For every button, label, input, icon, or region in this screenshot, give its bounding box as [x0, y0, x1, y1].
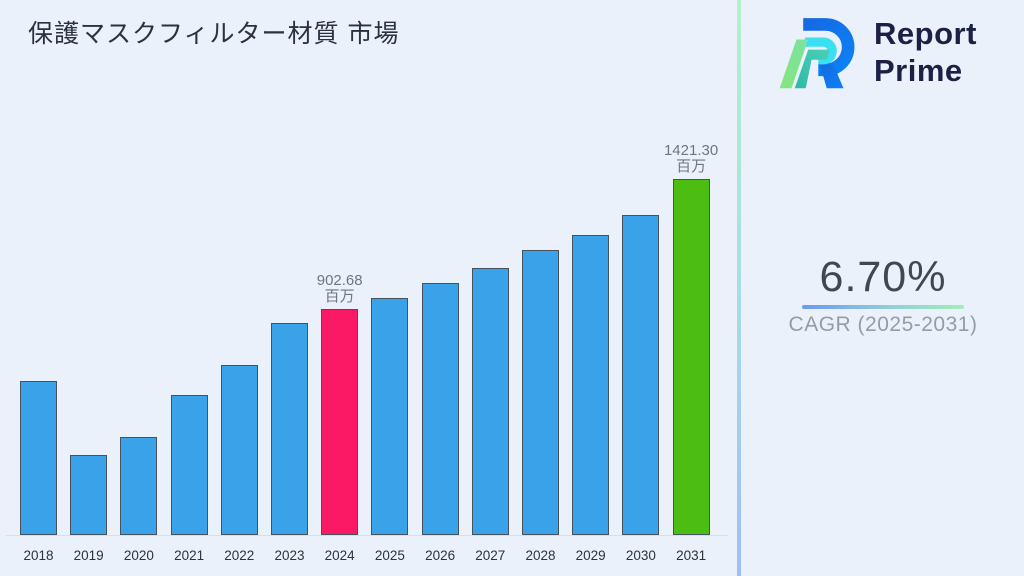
bar-2018: [20, 381, 57, 535]
x-tick-label-2027: 2027: [475, 548, 506, 563]
cagr-underline: [802, 305, 964, 309]
x-tick-label-2030: 2030: [625, 548, 656, 563]
x-tick-label-2022: 2022: [224, 548, 255, 563]
x-tick-label-2031: 2031: [676, 548, 707, 563]
bar-2021: [170, 395, 208, 535]
cagr-block: 6.70% CAGR (2025-2031): [763, 252, 1003, 337]
bar-2020: [120, 437, 158, 535]
x-tick-label-2025: 2025: [374, 548, 405, 563]
x-tick-label-2026: 2026: [425, 548, 456, 563]
bar-2031: [672, 179, 710, 535]
bar-2025: [371, 298, 409, 535]
x-axis-line: [6, 535, 728, 536]
x-tick-label-2020: 2020: [123, 548, 154, 563]
logo-text-line2: Prime: [874, 53, 963, 88]
x-tick-label-2028: 2028: [525, 548, 556, 563]
bar-value-label-2031: 1421.30 百万: [641, 143, 741, 175]
bar-2022: [220, 365, 258, 535]
bar-2023: [271, 323, 308, 535]
x-tick-label-2029: 2029: [575, 548, 606, 563]
panel-divider: [737, 0, 741, 576]
bar-value-label-2024: 902.68 百万: [290, 273, 390, 305]
x-tick-label-2023: 2023: [274, 548, 305, 563]
cagr-label: CAGR (2025-2031): [788, 313, 978, 336]
report-prime-logo-icon: [779, 18, 855, 89]
bar-value-unit: 百万: [676, 158, 707, 175]
report-prime-logo-text: Report Prime: [874, 15, 977, 89]
logo-text-line1: Report: [874, 16, 977, 51]
x-tick-label-2018: 2018: [23, 548, 54, 563]
bar-2026: [421, 283, 459, 535]
bar-value-number: 902.68: [316, 272, 363, 289]
bar-value-number: 1421.30: [663, 142, 719, 159]
bar-2019: [70, 455, 108, 535]
bar-2029: [572, 235, 610, 535]
report-prime-logo: Report Prime: [778, 8, 1014, 98]
x-tick-label-2024: 2024: [324, 548, 355, 563]
x-tick-label-2021: 2021: [174, 548, 205, 563]
bar-chart: 2018 2019 2020 2021 2022 2023 2024 2025 2026 2027…: [6, 143, 728, 563]
bar-2027: [471, 268, 509, 535]
bar-2024: [321, 309, 359, 535]
page-title: 保護マスクフィルター材質 市場: [28, 20, 400, 48]
cagr-value: 6.70%: [819, 253, 947, 301]
x-tick-label-2019: 2019: [73, 548, 104, 563]
bar-value-unit: 百万: [324, 288, 355, 305]
bar-2030: [622, 215, 660, 535]
bar-2028: [522, 250, 559, 535]
